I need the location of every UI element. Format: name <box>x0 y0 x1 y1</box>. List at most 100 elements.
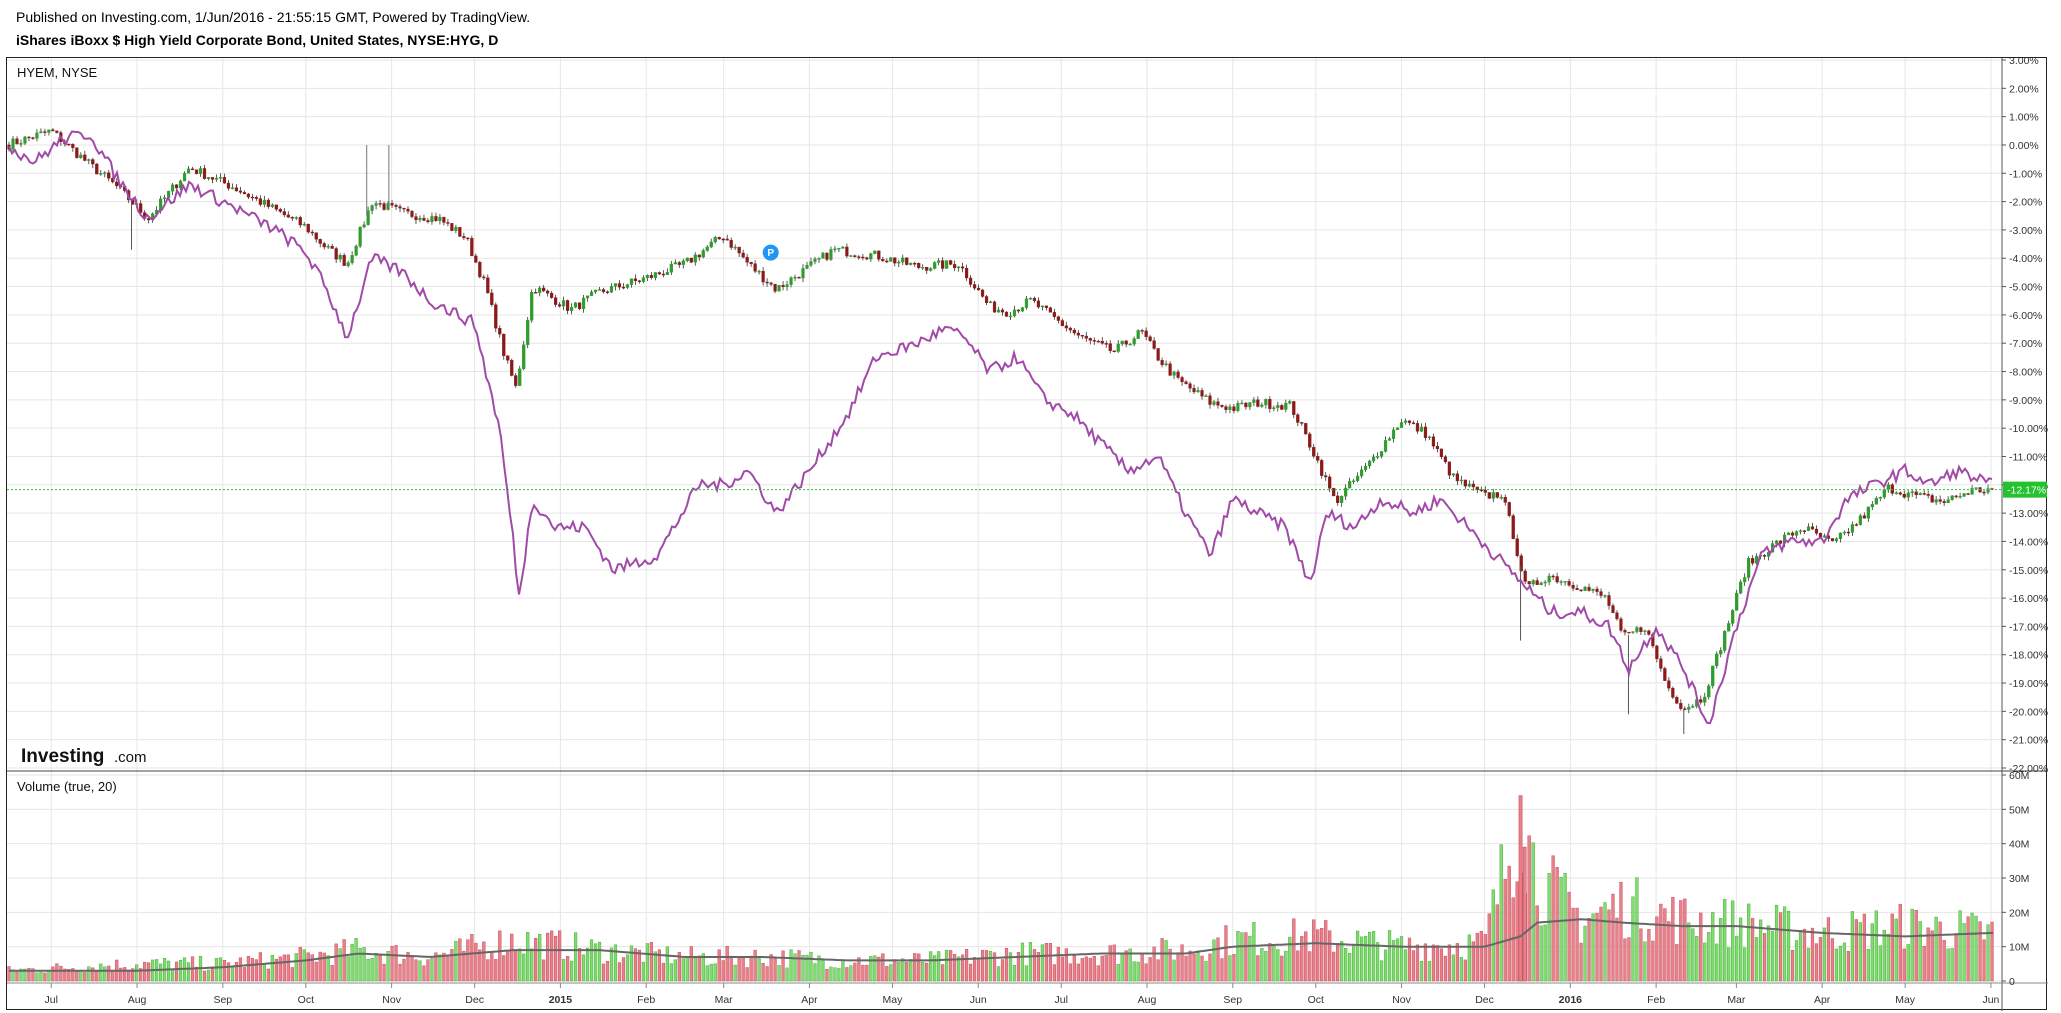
volume-bar <box>278 956 282 982</box>
candle-body <box>657 272 661 275</box>
volume-bar <box>809 951 813 982</box>
candle-body <box>1435 445 1440 450</box>
volume-bar <box>1443 955 1447 982</box>
candle-body <box>306 223 310 233</box>
volume-bar <box>1148 957 1152 982</box>
volume-bar <box>1272 944 1276 982</box>
volume-bar <box>1419 961 1424 982</box>
candle-body <box>1527 581 1531 585</box>
time-tick-label: Feb <box>637 994 655 1006</box>
price-tick-label: -3.00% <box>2009 225 2042 237</box>
volume-bar <box>661 962 665 982</box>
candle-body <box>1934 499 1938 503</box>
volume-bar <box>621 957 626 982</box>
volume-bar <box>250 957 254 982</box>
candle-body <box>510 360 514 376</box>
candle-body <box>1048 307 1052 313</box>
volume-bar <box>1858 922 1862 982</box>
chart-frame: P 3.00% 2.00% 1.00% 0.00% -1.00% -2.00% -3.00%… <box>6 57 2048 1011</box>
volume-bar <box>178 959 183 982</box>
candle-body <box>1360 469 1364 477</box>
candle-body <box>1874 498 1878 505</box>
volume-bar <box>725 946 729 982</box>
volume-bar <box>1020 942 1025 982</box>
chart-svg[interactable]: P 3.00% 2.00% 1.00% 0.00% -1.00% -2.00% -3.00%… <box>7 58 2048 1011</box>
volume-bar <box>765 966 769 982</box>
candle-body <box>234 187 239 192</box>
price-panel-label: HYEM, NYSE <box>17 65 98 80</box>
volume-bar <box>1611 893 1615 982</box>
candle-body <box>1483 490 1487 493</box>
candle-body <box>1902 494 1906 498</box>
volume-bar <box>1256 955 1260 982</box>
candle-body <box>1296 414 1300 423</box>
volume-bar <box>665 946 669 982</box>
candle-body <box>1092 340 1096 342</box>
candle-body <box>1120 340 1124 345</box>
volume-bar <box>1036 952 1041 982</box>
candle-body <box>1878 497 1882 499</box>
volume-bar <box>386 951 390 982</box>
candle-body <box>562 300 566 307</box>
candle-body <box>601 289 606 292</box>
volume-bar <box>83 972 87 982</box>
volume-bar <box>1479 931 1483 982</box>
price-tick-label: -10.00% <box>2009 423 2048 435</box>
time-tick-label: Jun <box>1982 994 1999 1006</box>
volume-bar <box>1352 944 1356 982</box>
candle-body <box>1762 555 1767 557</box>
volume-bar <box>1715 943 1719 982</box>
candle-body <box>47 129 51 133</box>
candle-body <box>530 292 534 321</box>
volume-bar <box>27 967 31 982</box>
candle-body <box>1790 532 1795 536</box>
volume-bar <box>35 972 39 982</box>
volume-bar <box>258 952 262 982</box>
time-tick-label: Dec <box>465 994 484 1006</box>
volume-bar <box>749 955 753 982</box>
candle-body <box>701 250 705 258</box>
volume-bar <box>1164 940 1168 982</box>
volume-bar <box>1794 940 1799 982</box>
candle-body <box>55 130 59 133</box>
volume-bar <box>1786 911 1791 982</box>
volume-bar <box>869 956 873 982</box>
volume-bar <box>733 964 737 982</box>
volume-bar <box>1192 953 1196 982</box>
candle-body <box>941 260 945 269</box>
volume-bar <box>270 955 274 982</box>
volume-bar <box>677 951 681 982</box>
candle-body <box>554 297 558 305</box>
candle-body <box>1886 484 1890 490</box>
candle-body <box>31 137 35 139</box>
candle-body <box>1786 532 1791 536</box>
candle-body <box>1443 456 1447 463</box>
candle-body <box>1723 631 1727 651</box>
candle-body <box>893 257 897 264</box>
candle-body <box>1220 405 1224 407</box>
volume-bar <box>1922 945 1926 982</box>
volume-bar <box>1667 921 1671 982</box>
volume-bar <box>841 959 845 982</box>
volume-bar <box>741 956 745 982</box>
last-value-badge <box>2003 481 2047 498</box>
volume-bar <box>87 966 91 982</box>
candle-body <box>625 284 630 288</box>
volume-bar <box>1463 959 1467 982</box>
volume-bar <box>1655 916 1659 982</box>
candle-body <box>79 154 83 158</box>
volume-bar <box>326 955 330 982</box>
volume-bar <box>1946 948 1950 982</box>
candle-body <box>1603 595 1607 597</box>
candle-body <box>1324 475 1328 478</box>
volume-bar <box>274 958 278 982</box>
volume-bar <box>354 938 358 982</box>
price-tick-label: -2.00% <box>2009 197 2042 209</box>
volume-bar <box>350 944 354 982</box>
volume-bar <box>1743 947 1747 982</box>
candle-body <box>1172 371 1176 376</box>
volume-bar <box>135 964 139 982</box>
volume-bar <box>597 941 602 982</box>
volume-bar <box>194 966 199 982</box>
candle-body <box>861 256 865 259</box>
